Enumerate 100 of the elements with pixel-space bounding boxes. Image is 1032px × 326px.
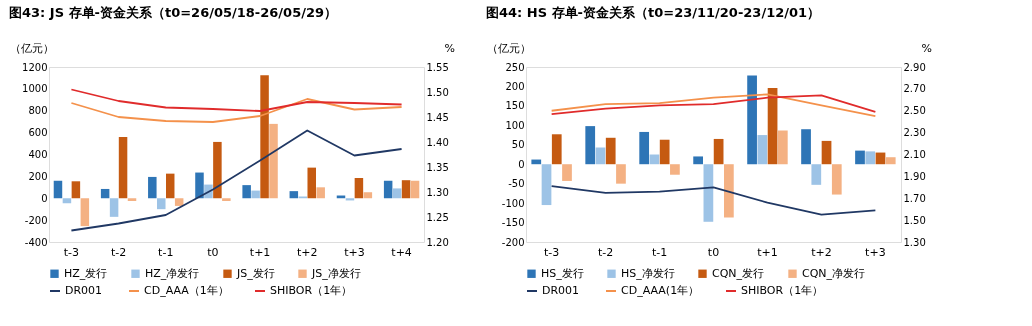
bar [747,75,757,165]
y2-tick-label: 1.35 [426,161,449,173]
bar [289,191,299,199]
y2-tick-label: 1.40 [426,136,449,148]
bar [269,123,278,199]
bar [757,135,768,165]
legend-label: HS_发行 [541,266,584,280]
bar [251,190,260,199]
y-tick-label: 50 [511,139,525,151]
x-tick-label: t+1 [249,245,271,259]
bar [551,134,562,165]
y-tick-label: 0 [41,192,48,204]
legend-label: SHIBOR（1年） [741,284,824,297]
bar [242,185,251,199]
y-tick-label: 150 [505,100,525,112]
x-tick-label: t+1 [757,245,778,259]
bar [605,137,616,165]
bar [693,156,703,165]
y2-tick-label: 1.90 [903,170,926,182]
y-tick-label: -200 [24,214,48,226]
y2-tick-label: 1.50 [903,214,926,226]
bar [383,180,393,199]
x-tick-label: t-1 [651,245,668,259]
y2-tick-label: 2.90 [903,61,926,73]
x-tick-label: t+4 [391,245,412,259]
y-tick-label: 200 [28,170,48,182]
bar [777,130,788,165]
bar [801,129,811,165]
bar [363,192,373,199]
x-tick-label: t-3 [543,245,560,259]
line-series [70,129,403,232]
bar [307,167,316,199]
y-tick-label: 100 [505,119,525,131]
bar [821,140,832,165]
bar [865,151,876,165]
legend-label: CD_AAA（1年） [144,284,229,297]
bar [585,126,596,165]
legend-label: HS_净发行 [621,266,675,280]
y-tick-label: -150 [501,217,525,229]
legend-label: CQN_发行 [712,266,765,280]
legend-label: SHIBOR（1年） [270,284,353,297]
y-tick-label: 1000 [22,83,48,95]
bar [562,164,572,181]
y-tick-label: -400 [24,236,48,248]
line-series [70,88,403,112]
bar [109,198,119,217]
bar [195,172,204,199]
bar [148,176,157,199]
y-tick-label: -200 [501,236,525,248]
bar [316,187,325,199]
bar [831,164,842,195]
bar [811,164,822,185]
x-tick-label: t-2 [110,245,127,259]
legend-label: CD_AAA(1年） [621,284,700,297]
y-tick-label: -50 [508,178,525,190]
y2-axis-title: % [921,41,932,55]
y2-tick-label: 1.50 [426,86,449,98]
bar [639,131,650,165]
y-tick-label: 250 [505,61,525,73]
bar [713,138,724,165]
x-tick-label: t+2 [811,245,832,259]
x-tick-label: t+2 [296,245,318,259]
y-tick-label: 200 [505,80,525,92]
bar [222,198,231,201]
y2-tick-label: 2.10 [903,149,926,160]
y2-tick-label: 2.30 [903,127,926,139]
bar [392,188,402,199]
bar [165,173,175,199]
y-tick-label: 0 [518,158,525,170]
bar [213,141,222,199]
bar [616,164,626,184]
bar [174,198,184,206]
chart-title: 图44: HS 存单-资金关系（t0=23/11/20-23/12/01） [486,5,821,20]
bar [80,198,90,227]
bar [703,164,714,222]
bar [157,198,166,210]
bar [354,178,364,199]
bar [401,180,411,199]
y-tick-label: 400 [28,149,48,160]
y2-tick-label: 2.50 [903,105,926,117]
bar [62,198,72,204]
x-tick-label: t0 [207,245,219,259]
x-tick-label: t-2 [597,245,614,259]
y-tick-label: 1200 [22,61,48,73]
y2-tick-label: 2.70 [903,83,926,95]
y2-tick-label: 1.45 [426,111,449,123]
bar [724,164,734,218]
line-series [550,185,877,216]
y-tick-label: 600 [28,127,48,139]
x-tick-label: t0 [707,245,720,259]
y-axis-title: （亿元） [9,41,54,55]
legend-label: DR001 [542,284,580,297]
bar [410,180,420,199]
y2-tick-label: 1.55 [426,61,449,73]
y2-tick-label: 1.70 [903,192,926,204]
bar [118,137,128,199]
bar [127,198,137,201]
legend-label: JS_发行 [236,266,275,280]
bar [885,157,896,165]
x-tick-label: t-3 [63,245,80,259]
